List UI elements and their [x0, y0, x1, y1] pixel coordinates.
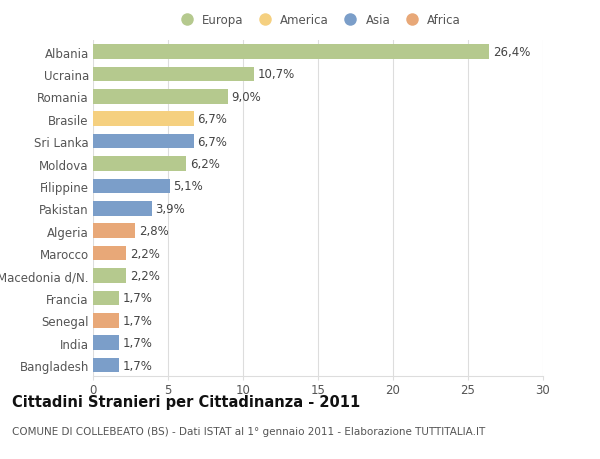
Text: 1,7%: 1,7% [122, 336, 152, 349]
Text: 2,8%: 2,8% [139, 225, 169, 238]
Text: Cittadini Stranieri per Cittadinanza - 2011: Cittadini Stranieri per Cittadinanza - 2… [12, 394, 360, 409]
Text: 1,7%: 1,7% [122, 292, 152, 305]
Bar [93, 358, 119, 372]
Bar [93, 224, 135, 238]
Bar [93, 112, 193, 127]
Bar [93, 45, 489, 60]
Text: 6,2%: 6,2% [190, 158, 220, 171]
Text: 5,1%: 5,1% [173, 180, 203, 193]
Text: 3,9%: 3,9% [155, 202, 185, 215]
Text: 6,7%: 6,7% [197, 113, 227, 126]
Bar [93, 67, 254, 82]
Bar [93, 202, 151, 216]
Bar [93, 246, 126, 261]
Text: 9,0%: 9,0% [232, 91, 262, 104]
Text: 1,7%: 1,7% [122, 359, 152, 372]
Text: COMUNE DI COLLEBEATO (BS) - Dati ISTAT al 1° gennaio 2011 - Elaborazione TUTTITA: COMUNE DI COLLEBEATO (BS) - Dati ISTAT a… [12, 426, 485, 436]
Bar [93, 134, 193, 149]
Bar [93, 336, 119, 350]
Bar [93, 90, 228, 104]
Text: 10,7%: 10,7% [257, 68, 295, 81]
Bar [93, 291, 119, 305]
Bar [93, 157, 186, 171]
Text: 2,2%: 2,2% [130, 247, 160, 260]
Text: 26,4%: 26,4% [493, 46, 530, 59]
Text: 1,7%: 1,7% [122, 314, 152, 327]
Text: 2,2%: 2,2% [130, 269, 160, 282]
Text: 6,7%: 6,7% [197, 135, 227, 148]
Legend: Europa, America, Asia, Africa: Europa, America, Asia, Africa [175, 14, 461, 27]
Bar [93, 313, 119, 328]
Bar [93, 269, 126, 283]
Bar [93, 179, 170, 194]
